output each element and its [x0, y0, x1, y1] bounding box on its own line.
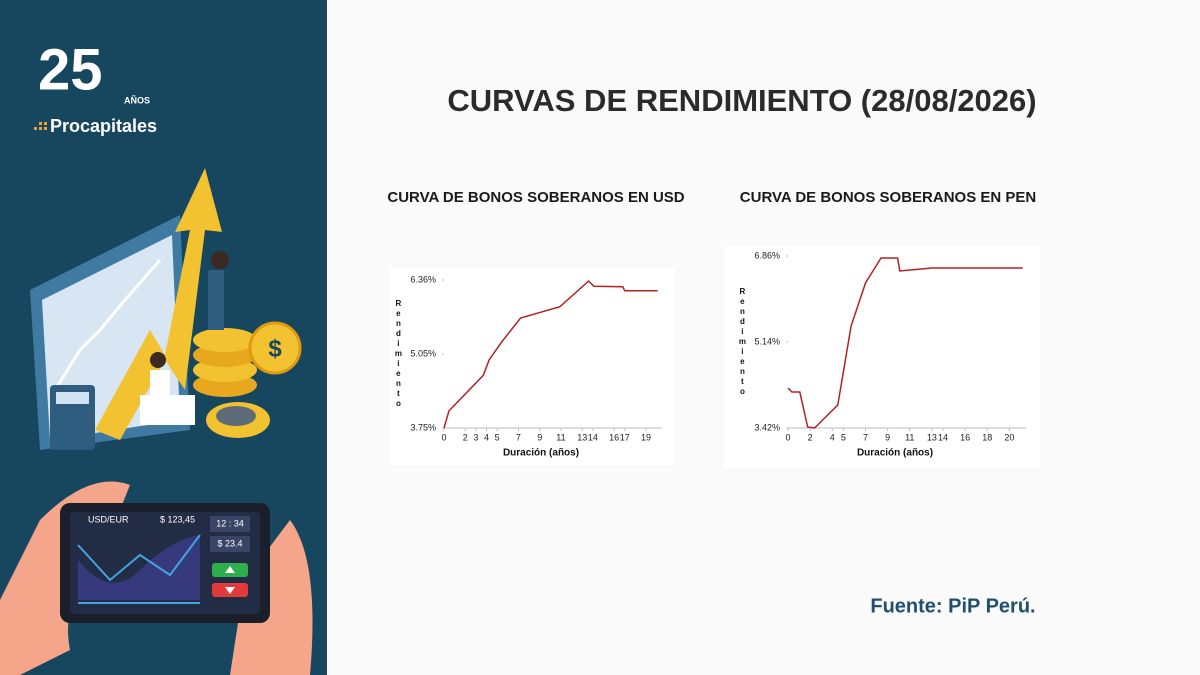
y-tick-label: 6.86% — [754, 250, 780, 260]
x-tick-label: 13 — [927, 432, 937, 442]
x-tick-label: 7 — [863, 432, 868, 442]
logo-number: 25 — [38, 37, 103, 102]
x-tick-label: 16 — [609, 432, 619, 442]
x-tick-label: 5 — [495, 432, 500, 442]
x-tick-label: 13 — [577, 432, 587, 442]
chart: CURVA DE BONOS SOBERANOS EN USD 0 2 3 4 5 7 9 11… — [387, 189, 685, 465]
x-tick-label: 11 — [905, 432, 914, 442]
yield-curve — [443, 280, 658, 429]
y-tick-label: 5.05% — [410, 349, 436, 359]
x-tick-label: 5 — [841, 432, 846, 442]
phone-price: $ 123,45 — [160, 514, 195, 524]
x-tick-label: 0 — [441, 432, 446, 442]
logo-years: AÑOS — [124, 95, 150, 105]
x-tick-label: 20 — [1004, 432, 1014, 442]
x-tick-label: 2 — [463, 432, 468, 442]
chart-title: CURVA DE BONOS SOBERANOS EN USD — [387, 189, 684, 206]
x-axis-label: Duración (años) — [503, 448, 579, 459]
x-tick-label: 4 — [830, 432, 835, 442]
logo-dots — [34, 122, 47, 130]
x-tick-label: 9 — [885, 432, 890, 442]
chart-area — [724, 246, 1040, 468]
x-tick-label: 17 — [620, 432, 630, 442]
x-tick-label: 11 — [556, 432, 565, 442]
x-tick-label: 14 — [938, 432, 948, 442]
x-tick-label: 3 — [473, 432, 478, 442]
y-tick-label: 3.75% — [410, 422, 436, 432]
x-tick-label: 4 — [484, 432, 489, 442]
x-tick-label: 18 — [982, 432, 992, 442]
slide-title: CURVAS DE RENDIMIENTO (28/08/2026) — [447, 83, 1036, 118]
x-tick-label: 2 — [808, 432, 813, 442]
chart-title: CURVA DE BONOS SOBERANOS EN PEN — [740, 189, 1036, 206]
chart-area — [390, 268, 675, 465]
x-tick-label: 0 — [785, 432, 790, 442]
y-tick-label: 6.36% — [410, 274, 436, 284]
x-tick-label: 9 — [537, 432, 542, 442]
x-tick-label: 16 — [960, 432, 970, 442]
phone-amount: $ 23.4 — [217, 538, 242, 548]
x-tick-label: 19 — [641, 432, 651, 442]
source-note: Fuente: PiP Perú. — [870, 595, 1035, 617]
y-axis-label: Rendimiento — [738, 287, 747, 397]
chart: CURVA DE BONOS SOBERANOS EN PEN 0 2 4 5 7 9 11 1… — [724, 189, 1040, 468]
yield-curve — [787, 257, 1023, 429]
x-axis-label: Duración (años) — [857, 448, 933, 459]
phone-time: 12 : 34 — [216, 518, 244, 528]
y-tick-label: 3.42% — [754, 422, 780, 432]
y-tick-label: 5.14% — [754, 336, 780, 346]
x-tick-label: 7 — [516, 432, 521, 442]
svg-text:$: $ — [268, 335, 282, 362]
illustration: $ USD/EUR $ 123,45 12 : 34 $ 23.4 — [0, 168, 313, 675]
logo-brand: Procapitales — [50, 116, 157, 136]
y-axis-label: Rendimiento — [394, 299, 403, 409]
phone-pair: USD/EUR — [88, 514, 129, 524]
x-tick-label: 14 — [588, 432, 598, 442]
